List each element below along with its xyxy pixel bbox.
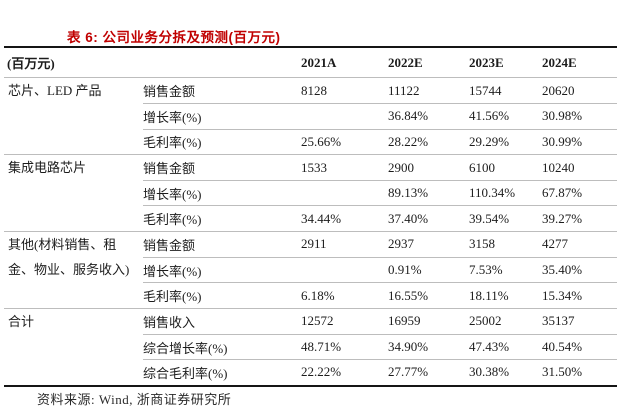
value-2021a: 48.71% [301, 339, 342, 355]
metric-label: 毛利率(%) [143, 135, 202, 151]
col-header-2023e: 2023E [469, 54, 504, 70]
value-2024e: 10240 [542, 159, 575, 175]
table-row: 毛利率(%) 34.44% 37.40% 39.54% 39.27% [143, 205, 617, 230]
group-total: 合计 销售收入 12572 16959 25002 35137 综合增长率(%)… [4, 307, 617, 385]
col-header-2024e: 2024E [542, 54, 577, 70]
group-ic-chip: 集成电路芯片 销售金额 1533 2900 6100 10240 增长率(%) … [4, 153, 617, 231]
value-2024e: 40.54% [542, 339, 583, 355]
value-2022e: 0.91% [388, 262, 422, 278]
value-2024e: 15.34% [542, 287, 583, 303]
table-title: 表 6: 公司业务分拆及预测(百万元) [67, 30, 281, 45]
table-row: 销售金额 8128 11122 15744 20620 [143, 78, 617, 103]
group-label: 芯片、LED 产品 [8, 83, 102, 98]
table-row: 增长率(%) 0.91% 7.53% 35.40% [143, 257, 617, 282]
table-row: 综合增长率(%) 48.71% 34.90% 47.43% 40.54% [143, 333, 617, 359]
value-2022e: 11122 [388, 82, 420, 98]
source-note: 资料来源: Wind, 浙商证券研究所 [37, 392, 232, 407]
metric-label: 毛利率(%) [143, 289, 202, 305]
value-2024e: 20620 [542, 82, 575, 98]
metric-label: 销售收入 [143, 314, 196, 330]
value-2022e: 16959 [388, 313, 421, 329]
value-2022e: 37.40% [388, 210, 429, 226]
value-2023e: 25002 [469, 313, 502, 329]
table-row: 销售金额 1533 2900 6100 10240 [143, 155, 617, 180]
value-2022e: 2900 [388, 159, 414, 175]
value-2023e: 47.43% [469, 339, 510, 355]
table-row: 毛利率(%) 6.18% 16.55% 18.11% 15.34% [143, 282, 617, 307]
value-2022e: 2937 [388, 236, 414, 252]
value-2021a: 34.44% [301, 210, 342, 226]
table-row: 销售收入 12572 16959 25002 35137 [143, 309, 617, 334]
metric-label: 增长率(%) [143, 186, 202, 202]
value-2021a: 22.22% [301, 364, 342, 380]
value-2023e: 41.56% [469, 108, 510, 124]
value-2024e: 35137 [542, 313, 575, 329]
value-2024e: 67.87% [542, 185, 583, 201]
value-2021a: 12572 [301, 313, 334, 329]
value-2023e: 30.38% [469, 364, 510, 380]
value-2024e: 35.40% [542, 262, 583, 278]
metric-label: 毛利率(%) [143, 212, 202, 228]
value-2022e: 34.90% [388, 339, 429, 355]
metric-label: 综合增长率(%) [143, 340, 228, 356]
table-row: 综合毛利率(%) 22.22% 27.77% 30.38% 31.50% [143, 359, 617, 384]
value-2021a: 8128 [301, 82, 327, 98]
value-2023e: 6100 [469, 159, 495, 175]
group-chip-led: 芯片、LED 产品 销售金额 8128 11122 15744 20620 增长… [4, 77, 617, 154]
value-2023e: 110.34% [469, 185, 516, 201]
value-2024e: 4277 [542, 236, 568, 252]
value-2024e: 31.50% [542, 364, 583, 380]
value-2024e: 30.98% [542, 108, 583, 124]
group-label: 合计 [8, 313, 35, 329]
table-row: 销售金额 2911 2937 3158 4277 [143, 232, 617, 257]
col-header-2021a: 2021A [301, 54, 337, 70]
value-2024e: 30.99% [542, 133, 583, 149]
table-row: 增长率(%) 36.84% 41.56% 30.98% [143, 103, 617, 128]
value-2023e: 39.54% [469, 210, 510, 226]
value-2023e: 15744 [469, 82, 502, 98]
group-other: 其他(材料销售、租金、物业、服务收入) 销售金额 2911 2937 3158 … [4, 230, 617, 308]
value-2022e: 36.84% [388, 108, 429, 124]
business-forecast-table: (百万元) 2021A 2022E 2023E 2024E 芯片、LED 产品 … [4, 46, 617, 387]
value-2023e: 18.11% [469, 287, 509, 303]
value-2024e: 39.27% [542, 210, 583, 226]
col-header-2022e: 2022E [388, 54, 423, 70]
value-2021a: 2911 [301, 236, 327, 252]
metric-label: 销售金额 [143, 237, 196, 253]
value-2021a: 6.18% [301, 287, 335, 303]
table-row: 增长率(%) 89.13% 110.34% 67.87% [143, 180, 617, 205]
table-row: 毛利率(%) 25.66% 28.22% 29.29% 30.99% [143, 128, 617, 154]
value-2022e: 27.77% [388, 364, 429, 380]
metric-label: 销售金额 [143, 84, 196, 100]
unit-header: (百万元) [7, 56, 55, 71]
metric-label: 增长率(%) [143, 109, 202, 125]
group-label: 集成电路芯片 [8, 159, 87, 175]
value-2023e: 7.53% [469, 262, 503, 278]
value-2023e: 3158 [469, 236, 495, 252]
metric-label: 增长率(%) [143, 263, 202, 279]
metric-label: 综合毛利率(%) [143, 365, 228, 381]
value-2021a: 1533 [301, 159, 327, 175]
value-2021a: 25.66% [301, 133, 342, 149]
value-2023e: 29.29% [469, 133, 510, 149]
value-2022e: 28.22% [388, 133, 429, 149]
metric-label: 销售金额 [143, 161, 196, 177]
group-label: 其他(材料销售、租金、物业、服务收入) [8, 236, 130, 278]
value-2022e: 89.13% [388, 185, 429, 201]
value-2022e: 16.55% [388, 287, 429, 303]
table-header-row: (百万元) 2021A 2022E 2023E 2024E [4, 48, 617, 77]
